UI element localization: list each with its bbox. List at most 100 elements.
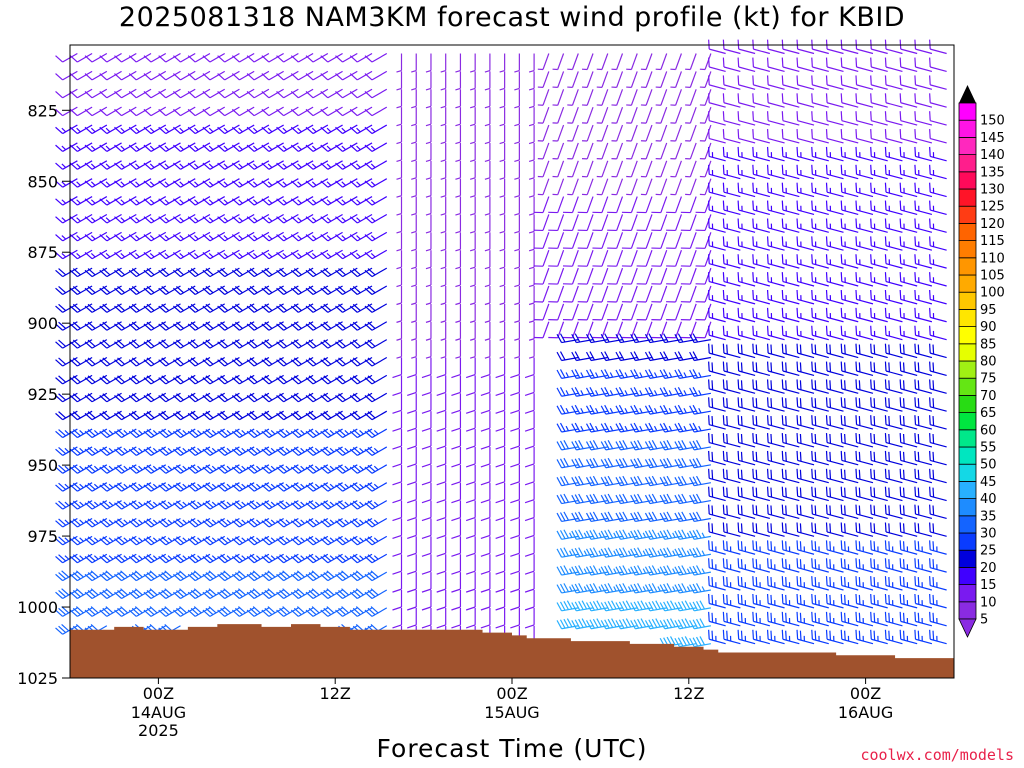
wind-barb <box>596 71 609 88</box>
barb-flag-full <box>246 538 255 546</box>
barb-flag-full <box>102 518 111 526</box>
barb-flag-half <box>149 235 155 240</box>
barb-flag-full <box>128 484 137 492</box>
barb-flag-half <box>90 199 96 204</box>
barb-flag-full <box>495 427 505 432</box>
wind-barb <box>596 89 609 106</box>
wind-barb <box>495 393 506 414</box>
barb-flag-full <box>187 502 196 510</box>
barb-flag-full <box>128 448 137 456</box>
barb-flag-half <box>64 465 70 471</box>
barb-flag-half <box>396 356 402 359</box>
wind-barb <box>173 52 196 63</box>
wind-barb <box>396 53 403 73</box>
barb-flag-full <box>161 429 170 437</box>
wind-barb <box>305 124 329 135</box>
barb-flag-half <box>484 213 491 216</box>
barb-flag-full <box>349 412 358 421</box>
wind-barb <box>621 267 638 285</box>
barb-flag-full <box>578 511 584 521</box>
barb-flag-full <box>407 552 417 557</box>
wind-barb <box>364 285 388 296</box>
wind-barb <box>484 160 491 180</box>
barb-flag-half <box>329 465 335 471</box>
wind-barb <box>69 196 93 206</box>
barb-flag-full <box>323 339 332 347</box>
wind-barb <box>128 142 152 152</box>
wind-barb <box>99 70 122 81</box>
barb-flag-full <box>234 303 243 312</box>
barb-shaft <box>371 446 388 456</box>
barb-flag-full <box>69 251 78 260</box>
wind-barb <box>364 588 388 600</box>
barb-flag-half <box>194 235 199 240</box>
wind-barb <box>320 70 343 81</box>
barb-flag-full <box>293 375 302 383</box>
barb-flag-full <box>120 606 129 614</box>
wind-barb <box>425 321 432 341</box>
barb-flag-half <box>396 159 402 163</box>
barb-flag-half <box>194 163 199 169</box>
barb-flag-full <box>276 484 285 492</box>
barb-flag-half <box>93 537 99 542</box>
wind-barb <box>465 518 476 540</box>
barb-flag-half <box>624 372 628 378</box>
barb-flag-full <box>352 286 361 294</box>
wind-barb <box>440 89 447 109</box>
wind-barb <box>499 53 506 73</box>
wind-barb <box>55 160 78 170</box>
barb-shaft <box>298 213 314 224</box>
barb-shaft <box>601 285 609 303</box>
wind-barb <box>455 89 462 109</box>
barb-flag-full <box>220 303 229 312</box>
barb-flag-half <box>314 519 320 524</box>
barb-shaft <box>239 70 255 81</box>
barb-flag-half <box>241 555 246 560</box>
barb-flag-full <box>335 609 343 617</box>
barb-flag-full <box>367 518 376 526</box>
barb-shaft <box>77 178 93 188</box>
barb-flag-full <box>158 180 167 188</box>
wind-barb <box>480 357 491 379</box>
wind-barb <box>407 590 417 611</box>
barb-shaft <box>586 71 594 88</box>
barb-flag-full <box>495 373 505 379</box>
barb-flag-full <box>633 404 640 414</box>
barb-flag-half <box>484 69 491 73</box>
barb-shaft <box>268 88 284 99</box>
barb-shaft <box>77 213 93 224</box>
barb-flag-full <box>143 430 152 439</box>
barb-flag-full <box>131 321 140 329</box>
wind-barb <box>495 464 506 486</box>
barb-flag-full <box>102 339 111 347</box>
wind-barb <box>495 518 506 540</box>
barb-flag-full <box>633 601 640 611</box>
wind-barb <box>364 88 388 99</box>
wind-barb <box>640 89 653 106</box>
barb-flag-half <box>135 163 140 169</box>
barb-flag-full <box>55 126 64 134</box>
barb-flag-half <box>211 430 217 435</box>
barb-flag-full <box>604 458 610 468</box>
barb-flag-full <box>367 500 376 508</box>
barb-flag-full <box>607 440 614 449</box>
barb-flag-full <box>252 606 261 614</box>
barb-flag-half <box>300 537 305 542</box>
barb-flag-full <box>364 502 373 510</box>
barb-flag-full <box>55 198 64 206</box>
wind-barb <box>615 565 638 576</box>
wind-barb <box>425 196 432 216</box>
barb-flag-full <box>600 548 607 558</box>
barb-flag-full <box>164 570 173 578</box>
wind-barb <box>528 160 535 180</box>
barb-flag-full <box>246 269 255 278</box>
wind-barb <box>364 339 388 349</box>
wind-barb <box>537 124 550 142</box>
barb-flag-full <box>563 583 569 593</box>
wind-barb <box>99 213 122 224</box>
barb-flag-full <box>320 305 329 313</box>
barb-shaft <box>327 196 343 206</box>
barb-flag-full <box>58 554 67 562</box>
barb-flag-half <box>469 195 476 198</box>
barb-flag-full <box>279 393 288 401</box>
